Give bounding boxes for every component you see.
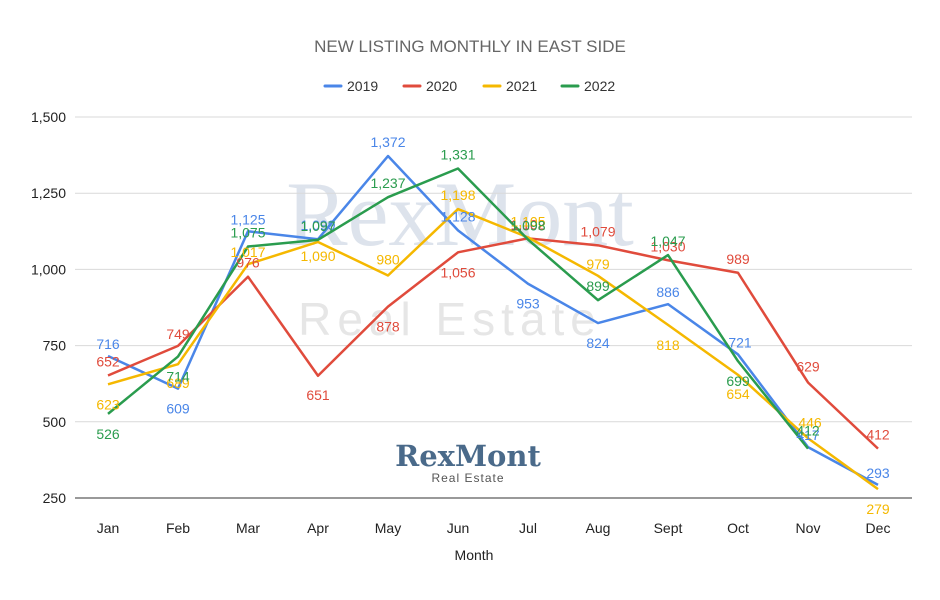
data-label: 699 bbox=[726, 373, 750, 389]
data-label: 623 bbox=[96, 396, 120, 412]
data-label: 412 bbox=[796, 423, 820, 439]
x-tick-label: Feb bbox=[166, 520, 190, 536]
data-label: 1,030 bbox=[650, 238, 685, 254]
data-label: 979 bbox=[586, 256, 610, 272]
x-axis: Jan Feb Mar Apr May Jun Jul Aug Sept Oct Nov Dec bbox=[97, 520, 891, 536]
series-line-2020 bbox=[107, 237, 879, 450]
data-label: 1,075 bbox=[230, 225, 265, 241]
x-tick-label: Aug bbox=[586, 520, 611, 536]
series-line-2019 bbox=[107, 154, 879, 486]
x-tick-label: Oct bbox=[727, 520, 749, 536]
data-label: 652 bbox=[96, 353, 120, 369]
data-label: 716 bbox=[96, 336, 120, 352]
data-label: 1,198 bbox=[440, 187, 475, 203]
x-tick-label: Jan bbox=[97, 520, 120, 536]
data-label: 878 bbox=[376, 319, 400, 335]
data-label: 899 bbox=[586, 278, 610, 294]
watermark-main: RexMont bbox=[286, 163, 634, 265]
logo-sub-text: Real Estate bbox=[431, 471, 504, 485]
legend-label: 2021 bbox=[506, 78, 537, 94]
data-label: 953 bbox=[516, 296, 540, 312]
data-label: 1,047 bbox=[650, 233, 685, 249]
x-tick-label: Dec bbox=[866, 520, 891, 536]
data-label: 989 bbox=[726, 251, 750, 267]
x-tick-label: Jun bbox=[447, 520, 470, 536]
legend-label: 2019 bbox=[347, 78, 378, 94]
y-tick-label: 1,000 bbox=[31, 261, 66, 277]
y-tick-label: 500 bbox=[43, 414, 67, 430]
x-tick-label: Apr bbox=[307, 520, 329, 536]
data-label: 1,056 bbox=[440, 264, 475, 280]
data-label: 714 bbox=[166, 369, 190, 385]
y-tick-label: 1,250 bbox=[31, 185, 66, 201]
data-label: 1,097 bbox=[300, 218, 335, 234]
watermark: RexMont Real Estate bbox=[286, 163, 634, 345]
data-label: 818 bbox=[656, 337, 680, 353]
data-label: 654 bbox=[726, 386, 750, 402]
data-label: 689 bbox=[166, 375, 190, 391]
data-label: 1,125 bbox=[230, 211, 265, 227]
series-lines bbox=[107, 154, 879, 491]
x-tick-label: Mar bbox=[236, 520, 260, 536]
watermark-sub: Real Estate bbox=[298, 293, 602, 345]
legend-label: 2022 bbox=[584, 78, 615, 94]
data-label: 1,102 bbox=[510, 216, 545, 232]
logo-main-text: RexMont bbox=[395, 439, 541, 473]
data-label: 1,098 bbox=[510, 218, 545, 234]
data-labels: 716 609 1,125 1,099 1,372 1,128 953 824 886 721 41… bbox=[96, 134, 890, 517]
logo: RexMont Real Estate bbox=[395, 439, 541, 485]
x-tick-label: Sept bbox=[654, 520, 683, 536]
y-tick-label: 1,500 bbox=[31, 109, 66, 125]
data-label: 446 bbox=[798, 414, 822, 430]
data-label: 293 bbox=[866, 465, 890, 481]
legend: 2019 2020 2021 2022 bbox=[323, 78, 615, 94]
data-label: 1,079 bbox=[580, 223, 615, 239]
y-tick-label: 750 bbox=[43, 338, 67, 354]
series-line-2022 bbox=[107, 167, 809, 450]
y-tick-label: 250 bbox=[43, 490, 67, 506]
data-label: 1,105 bbox=[510, 213, 545, 229]
series-line-2021 bbox=[107, 207, 879, 491]
x-tick-label: Nov bbox=[796, 520, 821, 536]
data-label: 1,372 bbox=[370, 134, 405, 150]
data-label: 651 bbox=[306, 387, 330, 403]
data-label: 629 bbox=[796, 358, 820, 374]
data-label: 1,128 bbox=[440, 208, 475, 224]
data-label: 412 bbox=[866, 427, 890, 443]
x-axis-title: Month bbox=[455, 547, 494, 563]
data-label: 417 bbox=[796, 427, 820, 443]
data-label: 1,017 bbox=[230, 244, 265, 260]
data-label: 609 bbox=[166, 401, 190, 417]
x-tick-label: May bbox=[375, 520, 401, 536]
data-label: 824 bbox=[586, 335, 610, 351]
data-label: 980 bbox=[376, 251, 400, 267]
data-label: 886 bbox=[656, 284, 680, 300]
gridlines bbox=[75, 116, 912, 499]
data-label: 749 bbox=[166, 326, 190, 342]
data-label: 279 bbox=[866, 501, 890, 517]
data-label: 1,099 bbox=[300, 217, 335, 233]
x-tick-label: Jul bbox=[519, 520, 537, 536]
data-label: 721 bbox=[728, 334, 752, 350]
data-label: 1,237 bbox=[370, 175, 405, 191]
data-label: 1,090 bbox=[300, 248, 335, 264]
y-axis: 250 500 750 1,000 1,250 1,500 bbox=[31, 109, 66, 506]
legend-label: 2020 bbox=[426, 78, 457, 94]
data-label: 1,331 bbox=[440, 147, 475, 163]
data-label: 976 bbox=[236, 255, 260, 271]
chart-title: NEW LISTING MONTHLY IN EAST SIDE bbox=[314, 37, 626, 56]
data-label: 526 bbox=[96, 426, 120, 442]
